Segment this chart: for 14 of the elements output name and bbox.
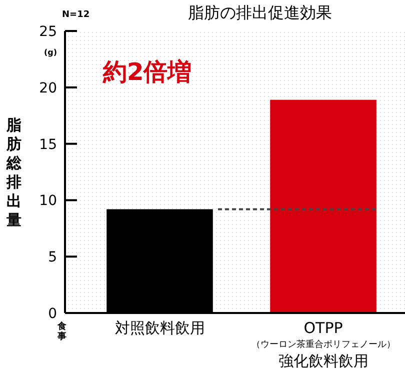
y-tick-label: 10 (39, 193, 57, 210)
y-axis-title: 脂肪総排出量 (6, 116, 22, 229)
y-tick-label: 15 (39, 136, 57, 153)
text: 食事 (56, 321, 68, 342)
y-tick-label: 25 (39, 24, 57, 40)
x-tick-label: 対照飲料飲用 (114, 319, 205, 337)
chart-title: 脂肪の排出促進効果 (188, 3, 332, 22)
text: N=12 (62, 10, 90, 20)
annotation: 約2倍増 (102, 58, 192, 86)
y-tick-label: 0 (48, 306, 57, 322)
text: (g) (44, 48, 58, 57)
x-tick-label: OTPP（ウーロン茶重合ポリフェノール）強化飲料飲用 (251, 319, 396, 370)
y-tick-label: 20 (39, 80, 57, 96)
y-tick-label: 5 (48, 250, 57, 266)
